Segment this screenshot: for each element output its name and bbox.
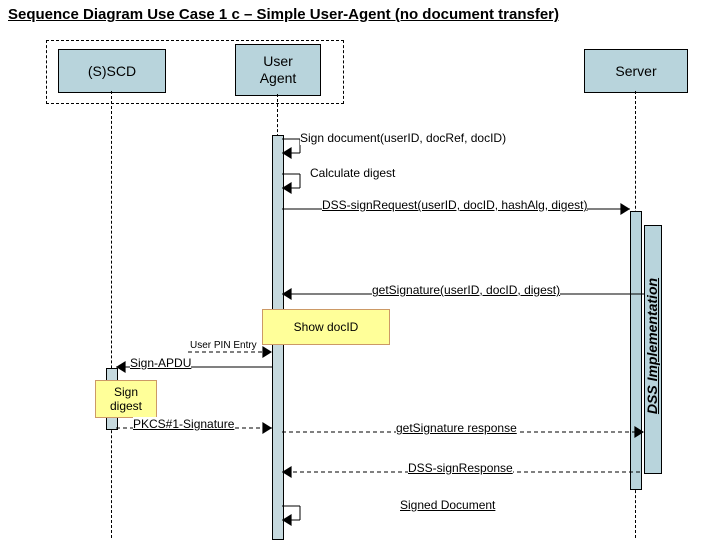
message-label: Sign document(userID, docRef, docID)	[300, 131, 506, 145]
message-label: getSignature response	[396, 421, 517, 435]
message-label: getSignature(userID, docID, digest)	[372, 283, 560, 297]
dss-implementation-label: DSS Implementation	[644, 266, 660, 426]
message-label: Calculate digest	[310, 166, 395, 180]
message-arrows	[0, 0, 720, 540]
message-label: Signed Document	[400, 498, 495, 512]
message-label: DSS-signResponse	[408, 461, 513, 475]
message-label: PKCS#1-Signature	[133, 417, 234, 431]
message-label: DSS-signRequest(userID, docID, hashAlg, …	[322, 198, 587, 212]
message-label: Sign-APDU	[130, 356, 191, 370]
message-label: User PIN Entry	[190, 340, 257, 351]
